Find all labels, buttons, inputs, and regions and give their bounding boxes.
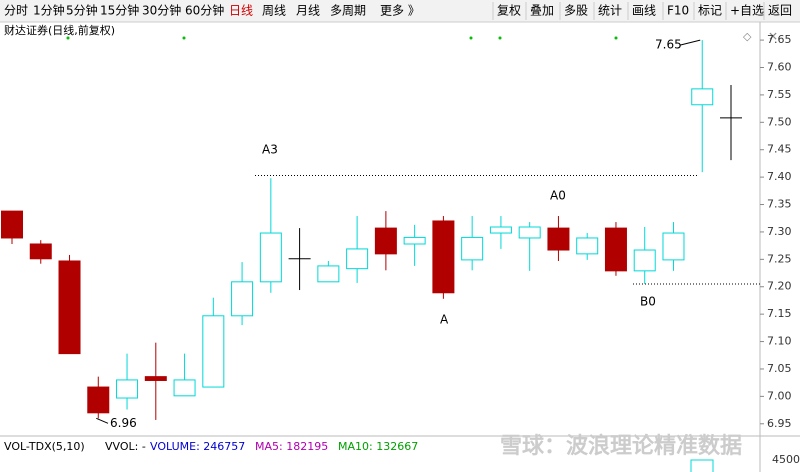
candle-body: [518, 226, 541, 239]
indicator-axis-label: 45000: [772, 453, 800, 466]
toolbar-item[interactable]: 多股: [564, 4, 588, 18]
y-tick-label: 7.55: [767, 88, 792, 101]
candle-body: [1, 210, 23, 239]
toolbar-bg: [0, 0, 800, 22]
annotation: A3: [262, 143, 278, 157]
toolbar-item[interactable]: 多周期: [330, 4, 366, 18]
toolbar-item[interactable]: 画线: [632, 4, 656, 18]
toolbar-item[interactable]: 日线: [229, 4, 253, 18]
toolbar-item[interactable]: 60分钟: [185, 3, 224, 18]
indicator-value: MA10: 132667: [338, 440, 418, 453]
y-tick-label: 7.60: [767, 60, 792, 73]
y-tick-label: 7.65: [767, 33, 792, 46]
toolbar-item[interactable]: 叠加: [530, 4, 554, 18]
candle-body: [346, 248, 369, 270]
y-tick-label: 7.40: [767, 170, 792, 183]
y-tick-label: 7.00: [767, 389, 792, 402]
toolbar-item[interactable]: 复权: [497, 4, 521, 18]
candle-body: [87, 386, 110, 414]
candle-body: [202, 315, 225, 388]
markers: [66, 36, 618, 40]
toolbar-item[interactable]: 更多 》: [380, 4, 420, 18]
candle-body: [547, 227, 570, 251]
candle-body: [489, 226, 512, 234]
y-tick-label: 7.35: [767, 198, 792, 211]
candle-body: [116, 379, 139, 399]
candle-body: [633, 249, 656, 272]
annotation: B0: [640, 295, 656, 309]
candle-body: [374, 227, 397, 255]
y-tick-label: 7.30: [767, 225, 792, 238]
high-label: 7.65: [655, 38, 682, 52]
indicator-value: MA5: 182195: [255, 440, 328, 453]
candle-body: [259, 232, 282, 283]
toolbar-item[interactable]: 周线: [262, 4, 286, 18]
y-tick-label: 7.10: [767, 335, 792, 348]
y-tick-label: 6.95: [767, 417, 792, 430]
candle-body: [691, 88, 714, 106]
watermark: 雪球：波浪理论精准数据: [500, 433, 742, 459]
toolbar-item[interactable]: 30分钟: [142, 3, 181, 18]
candle-body: [662, 232, 685, 261]
candle-body: [432, 220, 455, 294]
candle-body: [576, 237, 599, 255]
toolbar-item[interactable]: 标记: [698, 4, 722, 18]
toolbar-item[interactable]: F10: [667, 4, 689, 18]
candle-body: [173, 379, 196, 397]
toolbar-item[interactable]: 月线: [296, 4, 320, 18]
y-tick-label: 7.50: [767, 115, 792, 128]
icon[interactable]: ✕: [768, 30, 778, 44]
toolbar-item[interactable]: 分时: [4, 4, 28, 18]
candle-body: [403, 236, 426, 245]
toolbar-item[interactable]: 5分钟: [66, 3, 98, 18]
toolbar-item[interactable]: 15分钟: [100, 3, 139, 18]
annotation: A: [440, 313, 449, 327]
high-arrow: [679, 39, 701, 46]
candle-body: [144, 376, 167, 381]
y-tick-label: 7.25: [767, 252, 792, 265]
volume-bar: [690, 459, 714, 472]
stock-title: 财达证券(日线,前复权): [4, 23, 115, 37]
icon[interactable]: ◇: [743, 30, 752, 43]
toolbar-item[interactable]: 1分钟: [33, 3, 65, 18]
candle-body: [231, 281, 254, 317]
candle-body: [461, 236, 484, 261]
annotation: A0: [550, 189, 566, 203]
indicator-value: VVOL: -: [105, 440, 146, 453]
y-tick-label: 7.15: [767, 307, 792, 320]
candle-body: [604, 227, 627, 272]
indicator-name: VOL-TDX(5,10): [4, 440, 85, 453]
candle-body: [29, 243, 52, 260]
toolbar-item[interactable]: 统计: [598, 4, 622, 18]
y-tick-label: 7.20: [767, 280, 792, 293]
low-arrow: [96, 417, 109, 424]
indicator-value: VOLUME: 246757: [150, 440, 245, 453]
toolbar-item[interactable]: 返回: [768, 4, 792, 18]
low-label: 6.96: [110, 416, 137, 430]
y-tick-label: 7.45: [767, 143, 792, 156]
toolbar-item[interactable]: +自选: [730, 4, 764, 18]
y-tick-label: 7.05: [767, 362, 792, 375]
candle-body: [317, 265, 340, 283]
candle-body: [58, 260, 81, 355]
